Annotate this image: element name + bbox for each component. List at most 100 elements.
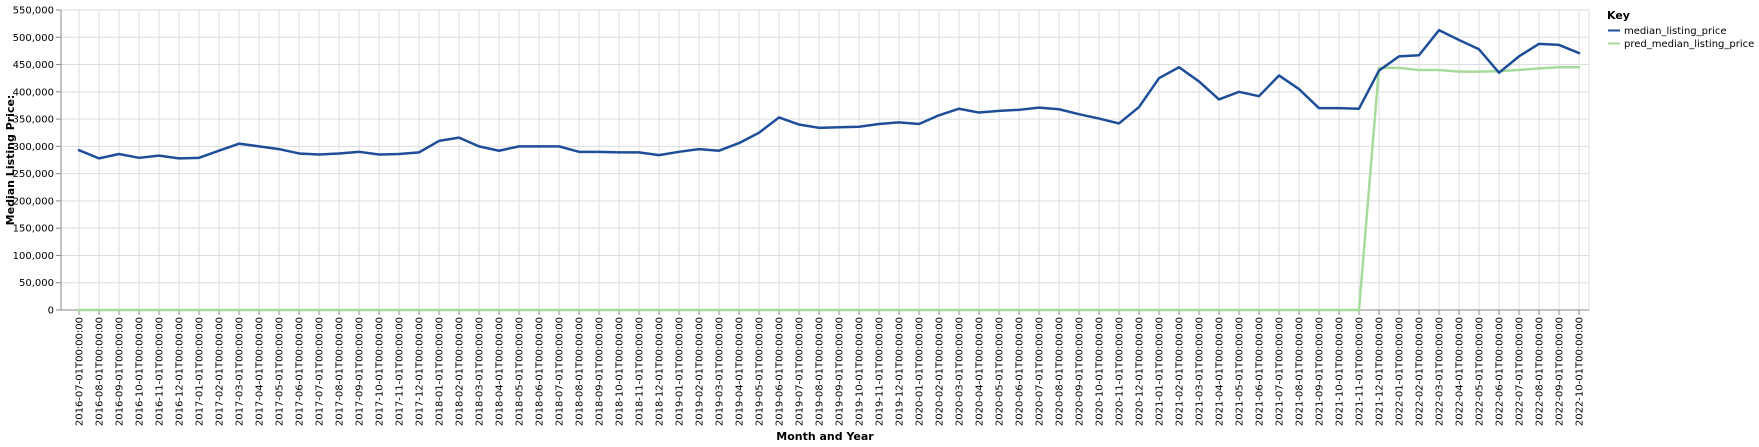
y-tick-label: 250,000 [13,169,54,180]
x-tick-label: 2020-09-01T00:00:00 [1075,317,1086,426]
x-tick-label: 2021-10-01T00:00:00 [1335,317,1346,426]
series-lines [77,28,1581,312]
x-tick-label: 2020-06-01T00:00:00 [1015,317,1026,426]
x-tick-label: 2022-01-01T00:00:00 [1395,317,1406,426]
x-tick-label: 2020-01-01T00:00:00 [915,317,926,426]
y-tick-label: 400,000 [13,87,54,98]
x-tick-label: 2018-05-01T00:00:00 [515,317,526,426]
legend-label: pred_median_listing_price [1624,39,1754,50]
y-tick-label: 450,000 [13,60,54,71]
y-tick-label: 200,000 [13,196,54,207]
x-tick-label: 2021-06-01T00:00:00 [1255,317,1266,426]
x-tick-label: 2019-12-01T00:00:00 [895,317,906,426]
x-tick-label: 2017-02-01T00:00:00 [215,317,226,426]
x-tick-label: 2020-05-01T00:00:00 [995,317,1006,426]
x-tick-label: 2019-04-01T00:00:00 [735,317,746,426]
y-tick-label: 300,000 [13,142,54,153]
x-tick-label: 2019-10-01T00:00:00 [855,317,866,426]
x-tick-label: 2017-09-01T00:00:00 [355,317,366,426]
y-axis-title: Median Listing Price: [4,95,17,226]
x-tick-label: 2018-07-01T00:00:00 [555,317,566,426]
x-tick-label: 2017-06-01T00:00:00 [295,317,306,426]
x-tick-label: 2017-08-01T00:00:00 [335,317,346,426]
x-tick-label: 2022-04-01T00:00:00 [1455,317,1466,426]
y-tick-label: 500,000 [13,33,54,44]
x-tick-label: 2016-11-01T00:00:00 [155,317,166,426]
x-tick-label: 2019-09-01T00:00:00 [835,317,846,426]
x-tick-label: 2017-10-01T00:00:00 [375,317,386,426]
x-tick-label: 2021-01-01T00:00:00 [1155,317,1166,426]
x-tick-label: 2021-02-01T00:00:00 [1175,317,1186,426]
x-tick-label: 2017-04-01T00:00:00 [255,317,266,426]
x-tick-label: 2018-10-01T00:00:00 [615,317,626,426]
x-tick-label: 2020-07-01T00:00:00 [1035,317,1046,426]
x-tick-label: 2022-06-01T00:00:00 [1495,317,1506,426]
legend-title: Key [1607,9,1630,22]
x-tick-label: 2020-08-01T00:00:00 [1055,317,1066,426]
x-tick-label: 2019-06-01T00:00:00 [775,317,786,426]
plot-frame [60,9,1590,311]
x-tick-label: 2017-11-01T00:00:00 [395,317,406,426]
x-tick-label: 2017-07-01T00:00:00 [315,317,326,426]
x-tick-label: 2020-12-01T00:00:00 [1135,317,1146,426]
x-tick-label: 2019-08-01T00:00:00 [815,317,826,426]
y-tick-label: 0 [48,306,54,317]
x-tick-label: 2020-04-01T00:00:00 [975,317,986,426]
x-tick-label: 2019-07-01T00:00:00 [795,317,806,426]
x-tick-label: 2022-09-01T00:00:00 [1555,317,1566,426]
x-tick-label: 2016-12-01T00:00:00 [175,317,186,426]
x-tick-label: 2016-08-01T00:00:00 [95,317,106,426]
x-tick-label: 2019-01-01T00:00:00 [675,317,686,426]
legend-label: median_listing_price [1624,26,1727,37]
y-tick-label: 550,000 [13,6,54,17]
x-tick-label: 2019-03-01T00:00:00 [715,317,726,426]
x-tick-label: 2022-05-01T00:00:00 [1475,317,1486,426]
x-tick-label: 2021-07-01T00:00:00 [1275,317,1286,426]
x-tick-label: 2021-03-01T00:00:00 [1195,317,1206,426]
x-tick-label: 2018-09-01T00:00:00 [595,317,606,426]
y-tick-label: 50,000 [19,278,54,289]
x-tick-label: 2017-01-01T00:00:00 [195,317,206,426]
x-tick-label: 2018-01-01T00:00:00 [435,317,446,426]
x-tick-label: 2018-06-01T00:00:00 [535,317,546,426]
x-tick-label: 2021-11-01T00:00:00 [1355,317,1366,426]
x-tick-label: 2017-12-01T00:00:00 [415,317,426,426]
x-tick-label: 2019-05-01T00:00:00 [755,317,766,426]
x-tick-label: 2017-05-01T00:00:00 [275,317,286,426]
x-tick-label: 2020-02-01T00:00:00 [935,317,946,426]
x-tick-label: 2018-04-01T00:00:00 [495,317,506,426]
x-tick-label: 2017-03-01T00:00:00 [235,317,246,426]
x-tick-label: 2020-03-01T00:00:00 [955,317,966,426]
x-tick-label: 2019-11-01T00:00:00 [875,317,886,426]
legend: Key median_listing_price pred_median_list… [1607,9,1754,50]
x-tick-label: 2019-02-01T00:00:00 [695,317,706,426]
x-tick-label: 2022-03-01T00:00:00 [1435,317,1446,426]
x-tick-label: 2016-09-01T00:00:00 [115,317,126,426]
x-tick-label: 2022-02-01T00:00:00 [1415,317,1426,426]
x-tick-label: 2018-03-01T00:00:00 [475,317,486,426]
x-tick-label: 2018-12-01T00:00:00 [655,317,666,426]
x-tick-label: 2018-02-01T00:00:00 [455,317,466,426]
axes: 0 50,000 100,000 150,000 200,000 250,000 300,0… [13,6,1589,426]
x-axis-title: Month and Year [776,430,874,443]
series-line-pred-median-listing-price [77,66,1581,312]
x-tick-label: 2021-08-01T00:00:00 [1295,317,1306,426]
y-tick-label: 150,000 [13,224,54,235]
x-tick-label: 2016-10-01T00:00:00 [135,317,146,426]
gridlines [60,9,1590,311]
x-tick-label: 2020-10-01T00:00:00 [1095,317,1106,426]
series-line-median-listing-price [77,28,1581,160]
x-tick-label: 2021-09-01T00:00:00 [1315,317,1326,426]
x-tick-label: 2022-08-01T00:00:00 [1535,317,1546,426]
y-tick-label: 100,000 [13,251,54,262]
x-tick-label: 2021-12-01T00:00:00 [1375,317,1386,426]
x-tick-label: 2016-07-01T00:00:00 [75,317,86,426]
x-tick-label: 2022-10-01T00:00:00 [1575,317,1586,426]
x-tick-label: 2022-07-01T00:00:00 [1515,317,1526,426]
x-tick-label: 2018-11-01T00:00:00 [635,317,646,426]
x-tick-label: 2020-11-01T00:00:00 [1115,317,1126,426]
x-tick-label: 2021-04-01T00:00:00 [1215,317,1226,426]
x-tick-label: 2021-05-01T00:00:00 [1235,317,1246,426]
x-tick-label: 2018-08-01T00:00:00 [575,317,586,426]
